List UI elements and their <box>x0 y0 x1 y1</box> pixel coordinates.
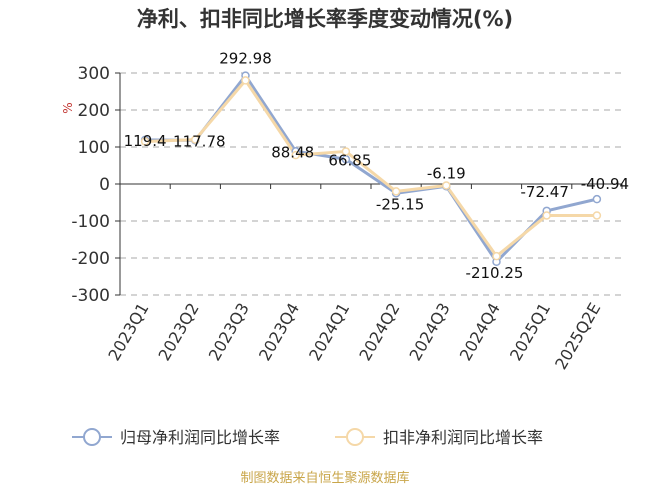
x-tick-label: 2024Q1 <box>305 300 353 364</box>
data-point-1[interactable] <box>291 150 300 160</box>
chart-title: 净利、扣非同比增长率季度变动情况(%) <box>137 7 513 31</box>
x-tick-label: 2024Q3 <box>406 300 454 364</box>
data-label: -72.47 <box>521 183 569 201</box>
x-tick-label: 2023Q2 <box>155 300 203 364</box>
data-label: -210.25 <box>466 264 524 282</box>
data-label: -25.15 <box>376 195 424 213</box>
legend-label-deducted-profit: 扣非净利润同比增长率 <box>383 428 543 447</box>
data-labels: 119.4 117.78 292.98 88.48 66.85 -25.15-6.19 -2… <box>124 50 629 282</box>
data-point-1[interactable] <box>442 181 451 190</box>
y-axis-ticks: 300 200 100 0 -100 -200 -300 <box>71 64 121 306</box>
y-tick-label: -100 <box>71 212 110 232</box>
y-tick-label: -300 <box>71 286 110 306</box>
data-label: 66.85 <box>328 151 371 169</box>
x-tick-label: 2023Q1 <box>104 300 152 364</box>
data-point-1[interactable] <box>191 135 200 144</box>
legend-item-deducted-profit[interactable]: 扣非净利润同比增长率 <box>335 428 543 447</box>
x-tick-label: 2023Q3 <box>205 300 253 364</box>
data-point-1[interactable] <box>492 251 501 261</box>
legend-item-net-profit[interactable]: 归母净利润同比增长率 <box>72 428 280 447</box>
x-tick-label: 2025Q2E <box>551 300 604 373</box>
x-tick-label: 2025Q1 <box>506 300 554 364</box>
data-point-1[interactable] <box>140 137 150 146</box>
data-label: 88.48 <box>271 143 314 161</box>
legend-marker-deducted-profit <box>346 428 364 446</box>
y-tick-label: 0 <box>99 175 110 195</box>
series-line-1 <box>145 78 597 258</box>
data-point-1[interactable] <box>341 147 351 156</box>
y-tick-label: 100 <box>78 138 110 158</box>
legend: 归母净利润同比增长率 扣非净利润同比增长率 <box>72 428 543 447</box>
y-axis-unit: % <box>61 102 75 113</box>
data-label: 292.98 <box>219 50 272 68</box>
y-tick-label: -200 <box>71 249 110 269</box>
data-label: 117.78 <box>173 132 226 150</box>
data-point-1[interactable] <box>542 211 551 220</box>
data-point-1[interactable] <box>241 76 250 85</box>
x-tick-label: 2023Q4 <box>255 300 303 364</box>
y-tick-label: 200 <box>78 101 110 121</box>
source-note: 制图数据来自恒生聚源数据库 <box>240 470 409 486</box>
data-point-0[interactable] <box>341 155 351 164</box>
data-label: 119.4 <box>124 132 167 150</box>
data-point-0[interactable] <box>592 194 602 204</box>
x-tick-label: 2024Q4 <box>456 300 504 364</box>
legend-label-net-profit: 归母净利润同比增长率 <box>120 428 280 447</box>
data-point-1[interactable] <box>592 211 602 220</box>
data-label: -6.19 <box>427 164 466 182</box>
data-label: -40.94 <box>581 175 629 193</box>
x-tick-label: 2024Q2 <box>355 300 403 364</box>
data-point-1[interactable] <box>391 187 401 196</box>
legend-marker-net-profit <box>83 428 101 446</box>
series-layer <box>140 71 602 267</box>
y-tick-label: 300 <box>78 64 110 84</box>
